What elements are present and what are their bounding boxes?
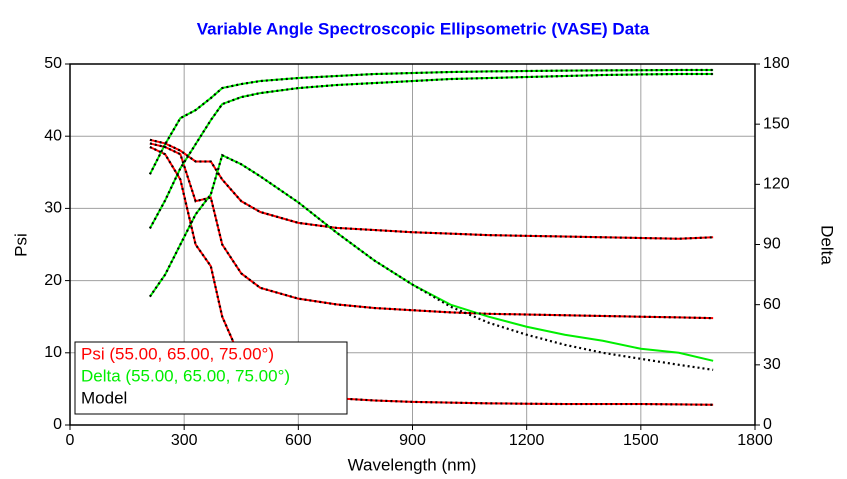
data-line xyxy=(149,73,714,229)
x-tick-label: 0 xyxy=(66,432,75,449)
model-line xyxy=(149,138,714,240)
data-line xyxy=(149,69,714,175)
legend-entry: Psi (55.00, 65.00, 75.00°) xyxy=(81,344,274,363)
plot-frame xyxy=(69,63,756,426)
data-line xyxy=(149,138,714,240)
y-tick-label: 40 xyxy=(44,127,62,144)
x-tick-label: 300 xyxy=(171,432,198,449)
y2-tick-label: 0 xyxy=(763,416,772,433)
model-line xyxy=(149,142,714,320)
y-tick-label: 0 xyxy=(53,416,62,433)
x-tick-label: 600 xyxy=(285,432,312,449)
model-line xyxy=(149,146,714,406)
x-tick-label: 1500 xyxy=(623,432,659,449)
legend-entry: Model xyxy=(81,388,127,407)
y2-tick-label: 60 xyxy=(763,296,781,313)
data-line xyxy=(149,142,714,320)
y2-tick-label: 90 xyxy=(763,236,781,253)
y2-axis-label: Delta xyxy=(818,225,837,265)
chart-title: Variable Angle Spectroscopic Ellipsometr… xyxy=(197,19,650,38)
y2-tick-label: 180 xyxy=(763,55,790,72)
model-line xyxy=(148,68,714,175)
legend-box xyxy=(74,341,348,415)
y2-tick-label: 150 xyxy=(763,115,790,132)
x-axis-label: Wavelength (nm) xyxy=(348,455,477,474)
y2-tick-label: 30 xyxy=(763,356,781,373)
y-tick-label: 20 xyxy=(44,272,62,289)
x-tick-label: 1800 xyxy=(737,432,773,449)
y-tick-label: 30 xyxy=(44,200,62,217)
model-line xyxy=(148,72,714,229)
y-tick-label: 50 xyxy=(44,55,62,72)
data-line xyxy=(149,153,714,362)
x-tick-label: 1200 xyxy=(509,432,545,449)
legend-entry: Delta (55.00, 65.00, 75.00°) xyxy=(81,366,290,385)
y-axis-label: Psi xyxy=(11,233,30,257)
y-tick-label: 10 xyxy=(44,344,62,361)
legend: Psi (55.00, 65.00, 75.00°) Delta (55.00, … xyxy=(74,341,348,415)
y2-tick-label: 120 xyxy=(763,176,790,193)
x-tick-label: 900 xyxy=(399,432,426,449)
